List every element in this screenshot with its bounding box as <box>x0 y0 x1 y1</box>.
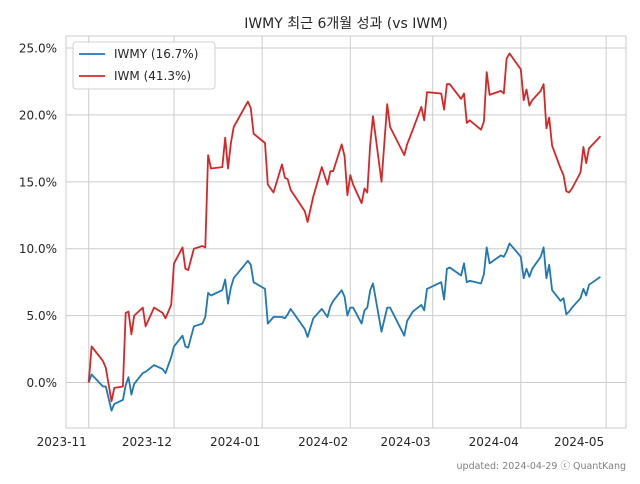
y-tick-label: 20.0% <box>19 108 57 122</box>
x-tick-label: 2024-05 <box>554 435 604 449</box>
y-tick-label: 15.0% <box>19 175 57 189</box>
y-tick-label: 25.0% <box>19 42 57 56</box>
x-tick-label: 2024-02 <box>298 435 348 449</box>
plot-frame <box>65 35 627 429</box>
chart-title: IWMY 최근 6개월 성과 (vs IWM) <box>244 16 448 32</box>
legend-label-iwm: IWM (41.3%) <box>114 69 191 83</box>
y-axis: 0.0% 5.0% 10.0% 15.0% 20.0% 25.0% <box>19 42 57 390</box>
y-tick-label: 5.0% <box>27 309 58 323</box>
series-lines <box>87 52 602 412</box>
legend-box <box>72 41 216 90</box>
x-tick-label: 2023-11 <box>37 435 87 449</box>
grid <box>66 36 626 428</box>
x-tick-label: 2023-12 <box>122 435 172 449</box>
x-tick-label: 2024-01 <box>210 435 260 449</box>
x-tick-label: 2024-04 <box>469 435 519 449</box>
y-tick-label: 10.0% <box>19 242 57 256</box>
series-line-iwm <box>87 52 602 403</box>
x-axis: 2023-11 2023-12 2024-01 2024-02 2024-03 2024-… <box>37 435 605 449</box>
series-line-iwmy <box>87 242 601 412</box>
y-tick-label: 0.0% <box>27 376 58 390</box>
footer-credit: updated: 2024-04-29 ⓒ QuantKang <box>457 461 626 472</box>
x-tick-label: 2024-03 <box>381 435 431 449</box>
legend-label-iwmy: IWMY (16.7%) <box>114 47 198 61</box>
legend: IWMY (16.7%) IWM (41.3%) <box>72 41 216 90</box>
